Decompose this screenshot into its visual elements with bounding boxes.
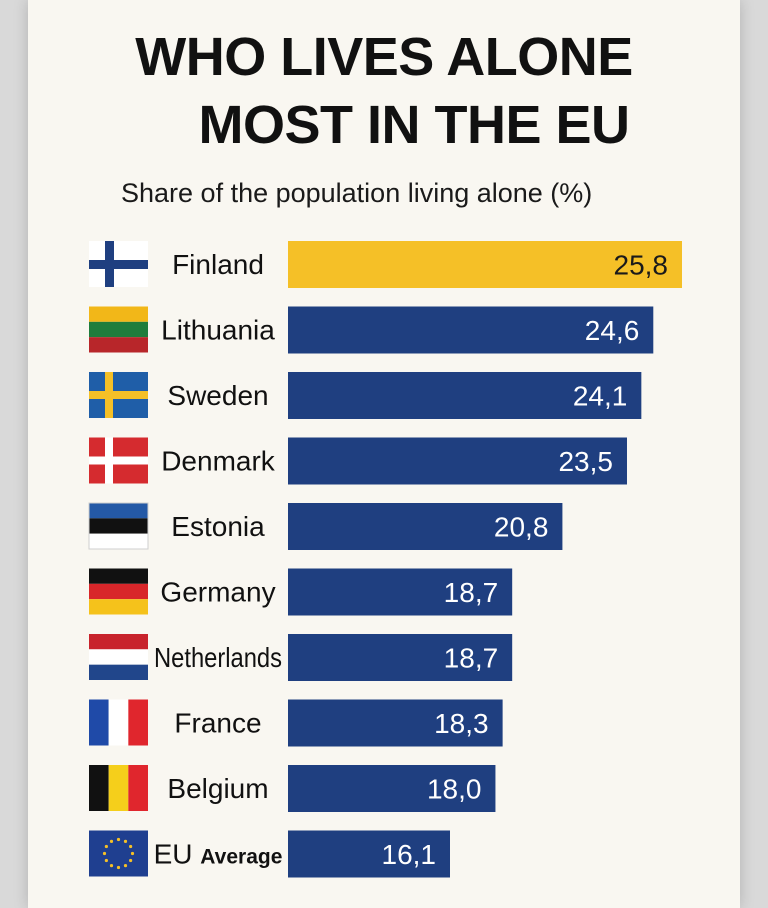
sweden-flag-icon bbox=[89, 372, 148, 418]
bar-chart: Finland 25,8 Lithuania 24,6 Sweden 24,1 Denmar… bbox=[88, 241, 682, 878]
bar-eu-average bbox=[288, 830, 450, 878]
chart-subtitle: Share of the population living alone (%) bbox=[121, 178, 593, 208]
category-label-sweden: Sweden bbox=[167, 380, 268, 411]
eu-flag-icon bbox=[89, 830, 148, 877]
bar-denmark bbox=[288, 437, 627, 485]
estonia-flag-icon bbox=[88, 502, 149, 550]
category-label-lithuania: Lithuania bbox=[161, 315, 275, 346]
category-label-eu-average: EU Average bbox=[154, 839, 283, 870]
bar-germany bbox=[288, 568, 513, 616]
category-label-france: France bbox=[174, 708, 261, 739]
category-label-estonia: Estonia bbox=[171, 511, 265, 542]
value-label-denmark: 23,5 bbox=[558, 446, 613, 477]
denmark-flag-icon bbox=[89, 437, 148, 484]
category-label-germany: Germany bbox=[160, 577, 275, 608]
bar-belgium bbox=[288, 765, 496, 812]
value-label-finland: 25,8 bbox=[614, 250, 669, 281]
category-label-denmark: Denmark bbox=[161, 446, 276, 477]
finland-flag-icon bbox=[89, 241, 148, 287]
chart-title-line-1: WHO LIVES ALONE bbox=[135, 27, 633, 87]
bar-france bbox=[288, 699, 503, 747]
value-label-sweden: 24,1 bbox=[573, 381, 628, 412]
lithuania-flag-icon bbox=[89, 306, 148, 353]
value-label-eu-average: 16,1 bbox=[382, 839, 437, 870]
value-label-belgium: 18,0 bbox=[427, 774, 482, 805]
category-label-finland: Finland bbox=[172, 249, 264, 280]
netherlands-flag-icon bbox=[89, 634, 148, 680]
value-label-netherlands: 18,7 bbox=[444, 643, 499, 674]
poster: WHO LIVES ALONE MOST IN THE EU Share of … bbox=[28, 0, 740, 908]
bar-estonia bbox=[288, 503, 563, 550]
belgium-flag-icon bbox=[89, 765, 148, 811]
bar-lithuania bbox=[288, 306, 654, 354]
value-label-germany: 18,7 bbox=[444, 577, 499, 608]
bar-sweden bbox=[288, 372, 642, 419]
bar-netherlands bbox=[288, 634, 513, 681]
value-label-lithuania: 24,6 bbox=[585, 315, 640, 346]
chart-title-line-2: MOST IN THE EU bbox=[198, 95, 630, 155]
value-label-estonia: 20,8 bbox=[494, 512, 549, 543]
category-label-belgium: Belgium bbox=[167, 773, 268, 804]
bar-finland bbox=[288, 241, 682, 288]
germany-flag-icon bbox=[89, 568, 148, 615]
value-label-france: 18,3 bbox=[434, 708, 489, 739]
category-label-netherlands: Netherlands bbox=[154, 642, 282, 673]
france-flag-icon bbox=[89, 699, 148, 746]
